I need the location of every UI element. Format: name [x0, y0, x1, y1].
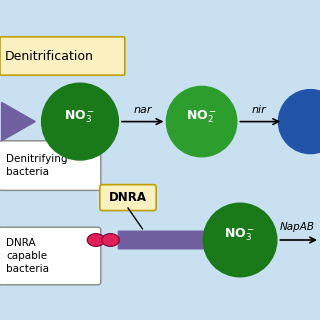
Circle shape [42, 83, 118, 160]
FancyBboxPatch shape [0, 227, 101, 285]
FancyBboxPatch shape [0, 141, 101, 190]
Ellipse shape [102, 234, 119, 246]
Ellipse shape [87, 234, 105, 246]
Text: NO$_2^-$: NO$_2^-$ [186, 108, 217, 125]
Text: Denitrifying
bacteria: Denitrifying bacteria [6, 154, 68, 177]
Text: NO$_3^-$: NO$_3^-$ [64, 108, 96, 125]
Polygon shape [2, 102, 35, 141]
FancyBboxPatch shape [0, 37, 125, 75]
Text: NapAB: NapAB [280, 222, 315, 232]
FancyBboxPatch shape [100, 185, 156, 211]
Text: nir: nir [252, 105, 267, 116]
FancyArrow shape [118, 227, 229, 253]
Text: DNRA: DNRA [109, 191, 147, 204]
Circle shape [203, 203, 277, 277]
Text: DNRA
capable
bacteria: DNRA capable bacteria [6, 238, 49, 274]
Circle shape [278, 90, 320, 154]
Circle shape [166, 86, 237, 157]
Text: NO$_3^-$: NO$_3^-$ [224, 227, 256, 244]
Text: nar: nar [133, 105, 152, 116]
Text: Denitrification: Denitrification [5, 50, 94, 62]
